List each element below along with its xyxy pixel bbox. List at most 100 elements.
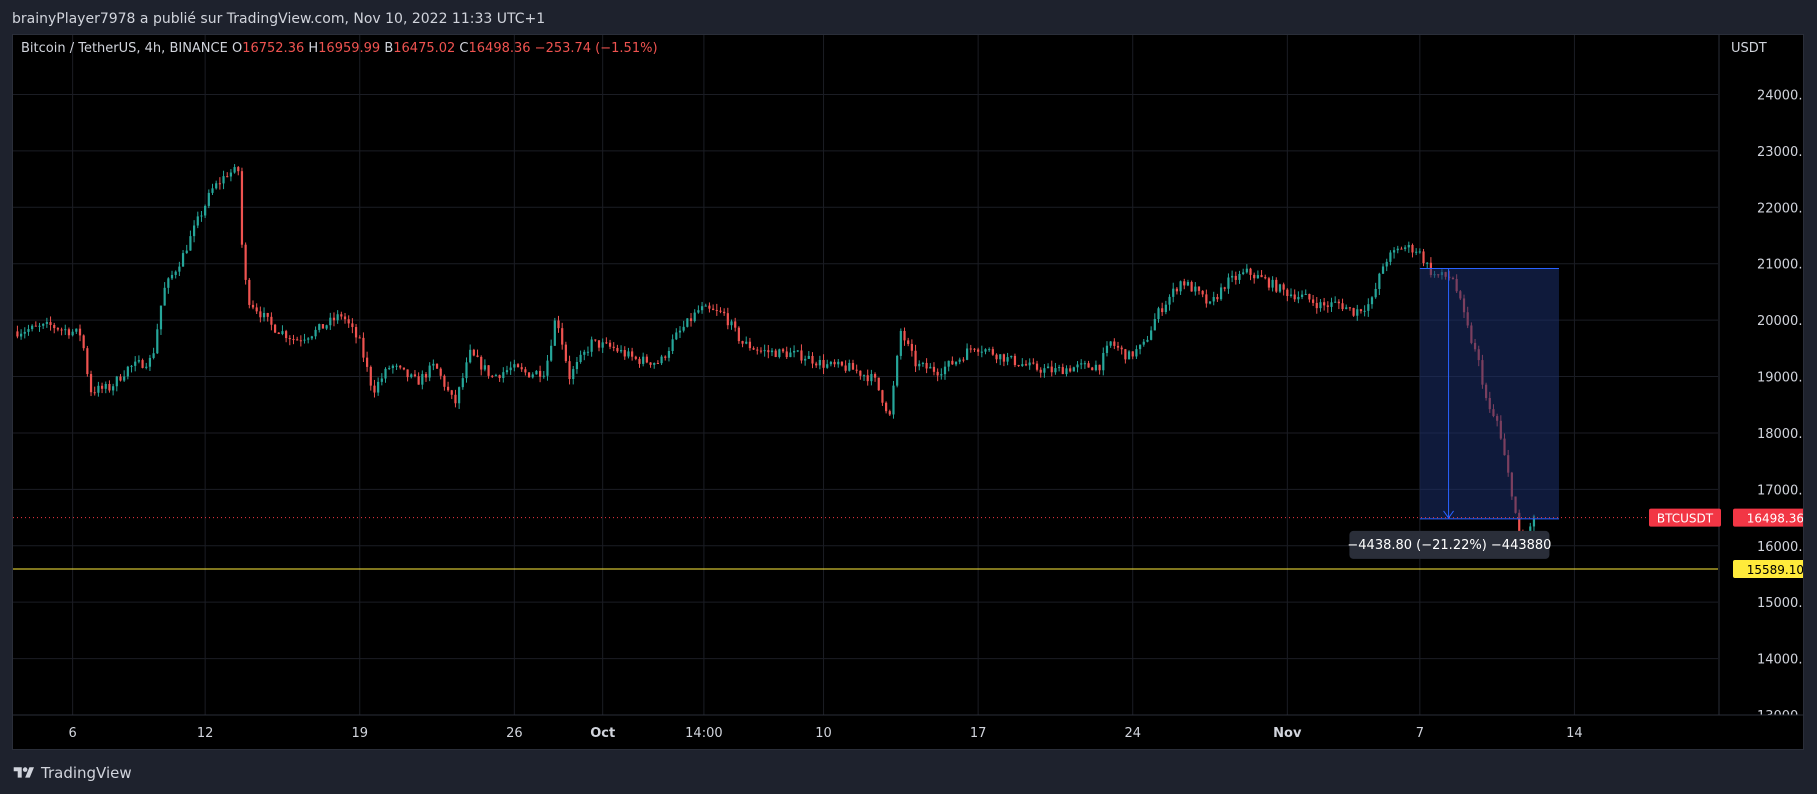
candle-body [962, 359, 965, 361]
candle-body [465, 362, 468, 379]
candle-body [86, 348, 89, 375]
candle-body [770, 350, 774, 353]
candle-body [1352, 307, 1355, 316]
candle-body [1323, 302, 1326, 306]
candle-body [1404, 247, 1407, 249]
time-tick-label: 14:00 [685, 726, 722, 741]
candle-body [1061, 367, 1064, 375]
candle-body [1245, 268, 1248, 273]
candle-body [1381, 266, 1385, 274]
candle-body [671, 339, 674, 351]
candle-body [763, 350, 766, 352]
candle-body [1282, 284, 1285, 290]
candle-body [1124, 349, 1127, 360]
chart-panel[interactable]: −4438.80 (−21.22%) −443880 USDT 24000.00 23… [12, 34, 1804, 750]
candle-body [870, 374, 873, 382]
price-tick-label: 18000.00 [1757, 427, 1803, 442]
candle-body [958, 359, 961, 362]
candle-body [402, 367, 406, 370]
candle-body [1172, 288, 1175, 297]
candle-body [557, 320, 560, 329]
candle-body [1223, 287, 1226, 289]
candle-body [358, 337, 361, 339]
candle-body [49, 322, 52, 325]
candle-body [1212, 297, 1215, 302]
candle-body [1422, 251, 1425, 264]
candle-body [181, 253, 185, 267]
candle-body [1058, 367, 1061, 369]
candle-body [443, 375, 446, 387]
candle-body [656, 363, 660, 365]
candle-body [1378, 273, 1381, 289]
candle-body [759, 350, 763, 352]
candle-body [1076, 364, 1079, 368]
candle-body [204, 205, 207, 216]
candle-body [826, 364, 829, 368]
candle-body [1102, 352, 1105, 371]
candle-body [1242, 272, 1245, 275]
candle-body [469, 349, 472, 363]
price-tick-label: 20000.00 [1757, 314, 1803, 329]
candle-body [531, 374, 534, 378]
candle-body [112, 386, 115, 391]
candle-body [325, 325, 328, 329]
candle-body [200, 215, 203, 217]
symbol-badge-label: BTCUSDT [1657, 512, 1714, 526]
last-price-badge-bg [1733, 508, 1803, 527]
price-tick-label: 21000.00 [1757, 258, 1803, 273]
candle-body [167, 278, 170, 288]
candle-body [885, 402, 888, 412]
candle-body [137, 360, 140, 362]
candle-body [623, 350, 626, 357]
candle-body [314, 329, 317, 337]
candle-body [1105, 345, 1109, 353]
candle-body [123, 376, 126, 381]
candle-body [1396, 248, 1399, 251]
candle-body [454, 394, 457, 404]
candle-body [27, 329, 30, 332]
candle-body [141, 360, 144, 368]
candle-body [156, 329, 159, 354]
measure-tool: −4438.80 (−21.22%) −443880 [1347, 268, 1559, 559]
candle-body [1374, 288, 1377, 298]
candle-body [1146, 339, 1149, 342]
candle-body [932, 366, 936, 372]
candle-body [1083, 363, 1086, 365]
candle-body [388, 368, 391, 370]
candle-body [689, 318, 693, 322]
candle-body [1271, 279, 1274, 288]
candle-body [1032, 362, 1035, 364]
candle-body [1319, 302, 1322, 309]
candle-body [446, 386, 450, 391]
candle-body [1054, 368, 1057, 373]
candle-body [34, 325, 37, 327]
candle-body [439, 368, 442, 376]
price-axis-bg [1719, 35, 1803, 715]
candle-body [664, 356, 667, 358]
candle-body [877, 377, 880, 391]
candle-body [1315, 302, 1318, 309]
candle-body [1080, 363, 1083, 365]
support-badge-label: 15589.10 [1747, 563, 1803, 577]
candle-body [627, 351, 630, 357]
candle-body [542, 375, 545, 377]
candle-body [660, 356, 663, 364]
candle-body [1150, 330, 1153, 340]
candle-body [781, 349, 785, 352]
candle-body [999, 354, 1002, 360]
candle-body [973, 348, 976, 350]
candle-body [553, 320, 556, 346]
candle-body [60, 329, 63, 331]
candle-body [288, 338, 291, 340]
candle-body [1234, 275, 1237, 280]
candle-body [64, 329, 67, 331]
footer-brand[interactable]: TradingView [41, 764, 132, 782]
time-tick-label: 17 [970, 726, 987, 741]
measure-label-bg [1349, 530, 1550, 559]
candle-body [1039, 369, 1042, 373]
candle-body [785, 351, 788, 358]
candle-body [535, 370, 538, 375]
candle-body [1168, 296, 1171, 305]
candle-body [1208, 301, 1212, 304]
candlestick-chart[interactable]: −4438.80 (−21.22%) −443880 USDT 24000.00 23… [13, 35, 1803, 749]
